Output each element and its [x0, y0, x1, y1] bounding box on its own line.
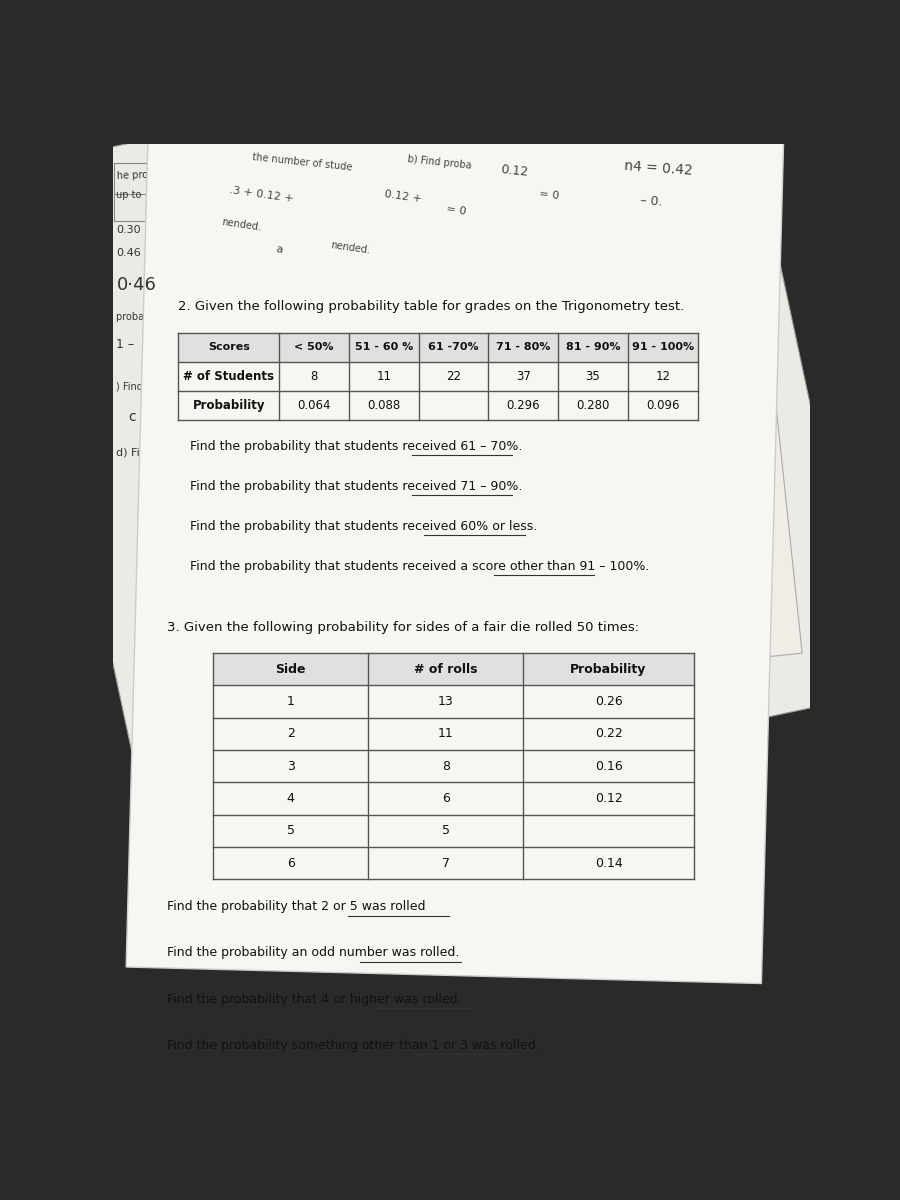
Text: Side: Side: [275, 662, 306, 676]
Text: 0.14: 0.14: [595, 857, 623, 870]
Text: Probability: Probability: [193, 400, 265, 413]
Text: 12: 12: [655, 370, 670, 383]
Text: 0.280: 0.280: [576, 400, 609, 413]
Bar: [523, 653, 694, 685]
Bar: [279, 332, 349, 362]
Text: Find the probability that 4 or higher was rolled.: Find the probability that 4 or higher wa…: [166, 992, 462, 1006]
Text: Find the probability that students received 61 – 70%.: Find the probability that students recei…: [190, 439, 522, 452]
Text: nended.: nended.: [221, 217, 262, 233]
Text: # of rolls: # of rolls: [414, 662, 478, 676]
Text: 2: 2: [287, 727, 294, 740]
Text: 0.22: 0.22: [595, 727, 623, 740]
Text: the number of stude: the number of stude: [252, 152, 353, 173]
Text: 4: 4: [287, 792, 294, 805]
Text: – 0.: – 0.: [640, 194, 662, 209]
Text: Find the probability that students received 60% or less.: Find the probability that students recei…: [190, 520, 537, 533]
Text: 0.096: 0.096: [646, 400, 680, 413]
Text: up to: up to: [116, 190, 142, 200]
Text: Find the probability that students received a score other than 91 – 100%.: Find the probability that students recei…: [190, 560, 650, 572]
Text: he probability: he probability: [116, 168, 184, 181]
Text: 0.12: 0.12: [500, 163, 529, 179]
Text: < 50%: < 50%: [294, 342, 334, 353]
Text: 22: 22: [446, 370, 461, 383]
Text: nended.: nended.: [329, 240, 370, 256]
Bar: [418, 332, 489, 362]
Text: 71 - 80%: 71 - 80%: [496, 342, 551, 353]
Text: 13: 13: [438, 695, 454, 708]
Text: 6: 6: [287, 857, 294, 870]
Text: 0.30: 0.30: [116, 224, 141, 234]
Text: 0.296: 0.296: [507, 400, 540, 413]
Text: 35: 35: [586, 370, 600, 383]
Bar: [368, 653, 523, 685]
Text: 0.12 +: 0.12 +: [383, 188, 422, 204]
Text: 7: 7: [442, 857, 450, 870]
Text: ) Find the pr: ) Find the pr: [116, 383, 176, 392]
Bar: [558, 332, 628, 362]
Text: 11: 11: [376, 370, 392, 383]
Text: 0.46: 0.46: [116, 247, 141, 258]
Text: 6: 6: [442, 792, 450, 805]
Text: 37: 37: [155, 202, 169, 211]
Text: 81 - 90%: 81 - 90%: [566, 342, 620, 353]
Text: 3. Given the following probability for sides of a fair die rolled 50 times:: 3. Given the following probability for s…: [166, 622, 639, 635]
Text: 0.088: 0.088: [367, 400, 400, 413]
Text: 0.064: 0.064: [297, 400, 331, 413]
Text: 91 - 100%: 91 - 100%: [632, 342, 694, 353]
Text: c: c: [128, 410, 136, 424]
Text: 5: 5: [442, 824, 450, 838]
Text: 5: 5: [287, 824, 295, 838]
Text: 0.12: 0.12: [595, 792, 623, 805]
Text: 3: 3: [287, 760, 294, 773]
Text: = 0: = 0: [446, 204, 467, 217]
Text: probability that: probability that: [116, 312, 192, 322]
Text: Find the probability something other than 1 or 3 was rolled.: Find the probability something other tha…: [166, 1039, 539, 1051]
Text: Find the probability that students received 71 – 90%.: Find the probability that students recei…: [190, 480, 522, 493]
Text: a: a: [275, 245, 284, 256]
Text: 2. Given the following probability table for grades on the Trigonometry test.: 2. Given the following probability table…: [178, 300, 685, 312]
Text: 61 -70%: 61 -70%: [428, 342, 479, 353]
FancyBboxPatch shape: [7, 17, 872, 847]
Text: 1 –: 1 –: [116, 338, 134, 352]
Text: 11: 11: [438, 727, 454, 740]
Bar: [349, 332, 418, 362]
Text: 51 - 60 %: 51 - 60 %: [355, 342, 413, 353]
Text: 1: 1: [287, 695, 294, 708]
Text: .3 + 0.12 +: .3 + 0.12 +: [229, 185, 294, 204]
FancyBboxPatch shape: [159, 41, 802, 714]
Text: 8: 8: [310, 370, 318, 383]
Text: Find the probability an odd number was rolled.: Find the probability an odd number was r…: [166, 947, 459, 959]
Text: Find the probability that 2 or 5 was rolled: Find the probability that 2 or 5 was rol…: [166, 900, 425, 913]
Text: d) Fir: d) Fir: [116, 448, 145, 458]
Text: 8: 8: [442, 760, 450, 773]
Text: b) Find proba: b) Find proba: [407, 154, 472, 170]
Text: Probability: Probability: [571, 662, 647, 676]
Text: 0.16: 0.16: [595, 760, 623, 773]
Bar: [628, 332, 698, 362]
Text: = 0: = 0: [539, 190, 560, 202]
Text: 0·46: 0·46: [116, 276, 157, 294]
FancyBboxPatch shape: [126, 120, 784, 984]
Text: n4 = 0.42: n4 = 0.42: [624, 160, 693, 178]
Text: # of Students: # of Students: [184, 370, 274, 383]
Text: Scores: Scores: [208, 342, 249, 353]
Bar: [489, 332, 558, 362]
Bar: [178, 332, 279, 362]
Text: 37: 37: [516, 370, 531, 383]
Bar: [213, 653, 368, 685]
Text: 0.26: 0.26: [595, 695, 623, 708]
